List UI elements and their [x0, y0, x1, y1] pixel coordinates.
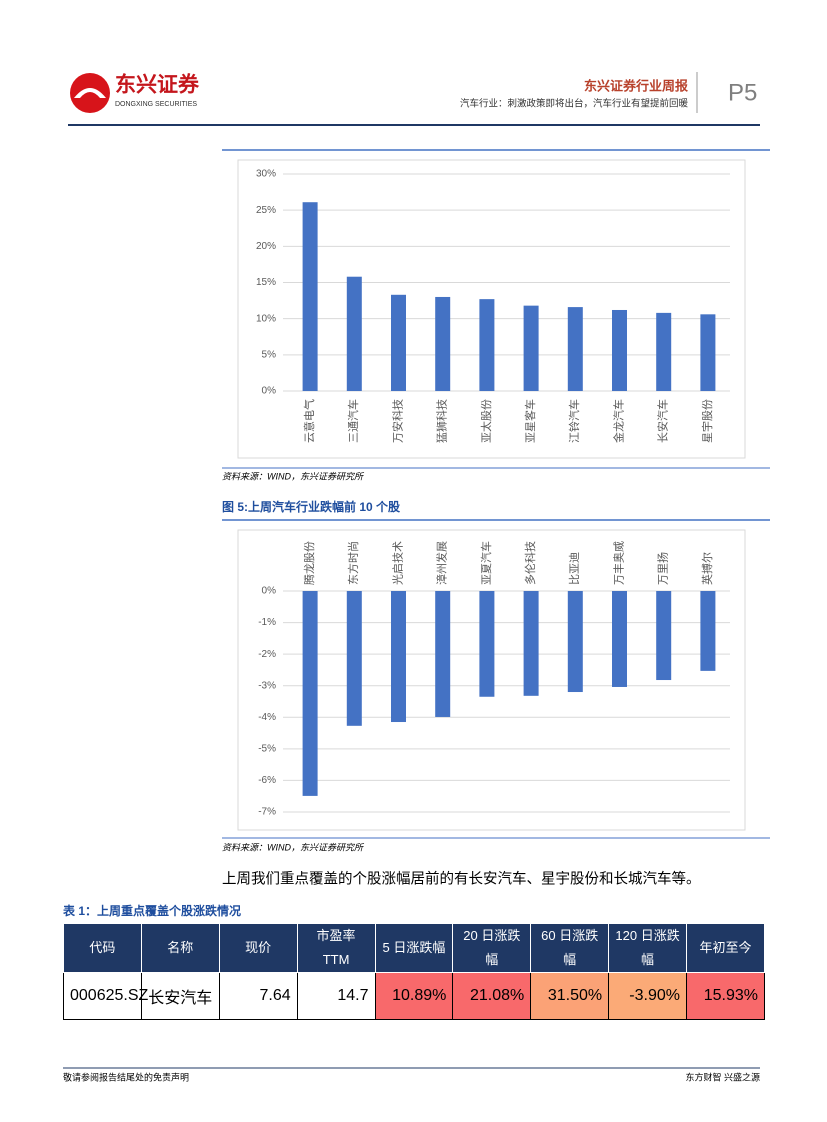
table-cell: -3.90%	[608, 972, 687, 1020]
bar	[656, 312, 672, 391]
column-header: 年初至今	[686, 923, 765, 973]
x-tick-label: 万安科技	[390, 399, 404, 443]
x-tick-label: 英搏尔	[700, 552, 714, 585]
x-tick-label: 金龙汽车	[611, 399, 625, 443]
bar	[567, 591, 583, 693]
x-tick-label: 猛狮科技	[435, 399, 449, 443]
bar	[523, 591, 539, 696]
report-subtitle: 汽车行业：刺激政策即将出台，汽车行业有望提前回暖	[460, 98, 689, 110]
table-cell: 21.08%	[452, 972, 532, 1020]
x-tick-label: 亚太股份	[480, 399, 493, 443]
x-tick-label: 三通汽车	[346, 399, 360, 443]
column-header: 120 日涨跌幅	[608, 923, 687, 973]
bar	[612, 309, 627, 391]
y-tick-label: 15%	[256, 277, 276, 288]
bar	[523, 305, 539, 391]
y-tick-label: 20%	[256, 241, 276, 252]
x-tick-label: 东方时尚	[346, 541, 360, 585]
table-header: 代码 名称 现价 市盈率 TTM 5 日涨跌幅 20 日涨跌幅 60 日涨跌幅 120 日涨跌…	[63, 923, 765, 973]
table-cell: 7.64	[218, 972, 298, 1020]
page-number: P5	[728, 79, 757, 106]
table-cell: 10.89%	[374, 972, 454, 1020]
y-tick-label: -6%	[258, 775, 276, 786]
x-tick-label: 万里扬	[656, 552, 670, 585]
logo	[70, 73, 110, 113]
y-tick-label: 25%	[256, 205, 276, 216]
company-name: 东兴证券	[115, 73, 200, 97]
y-tick-label: -1%	[258, 617, 276, 628]
y-tick-label: -2%	[258, 649, 276, 660]
company-name-en: DONGXING SECURITIES	[115, 101, 197, 108]
x-tick-label: 万丰奥威	[611, 541, 625, 585]
bar	[302, 591, 318, 796]
y-tick-label: 10%	[256, 313, 276, 324]
y-tick-label: 0%	[262, 586, 277, 597]
column-header: 代码	[63, 923, 142, 973]
column-header: 现价	[218, 923, 298, 973]
column-header: 5 日涨跌幅	[374, 923, 454, 973]
column-header: 市盈率 TTM	[296, 923, 376, 973]
bar	[479, 299, 495, 391]
table-title: 表 1：上周重点覆盖个股涨跌情况	[62, 903, 241, 918]
chart-source: 资料来源：WIND，东兴证券研究所	[222, 842, 365, 852]
bar	[479, 591, 495, 697]
report-name: 东兴证券行业周报	[584, 78, 689, 93]
table-cell: 14.7	[296, 972, 376, 1020]
logo-mark	[74, 88, 106, 98]
x-tick-label: 江铃汽车	[567, 399, 581, 443]
x-tick-label: 云意电气	[302, 399, 316, 443]
y-tick-label: -3%	[258, 680, 276, 691]
chart-frame	[237, 529, 746, 831]
table: 代码 名称 现价 市盈率 TTM 5 日涨跌幅 20 日涨跌幅 60 日涨跌幅 120 日涨跌…	[63, 923, 765, 1020]
footer-motto: 东方财智 兴盛之源	[685, 1071, 760, 1082]
bar	[302, 202, 318, 391]
bar	[656, 591, 672, 681]
x-tick-label: 漳州发展	[435, 541, 449, 585]
bar	[700, 591, 716, 671]
table-cell: 15.93%	[686, 972, 765, 1020]
column-header: 20 日涨跌幅	[452, 923, 532, 973]
bar	[391, 591, 406, 723]
y-tick-label: -4%	[258, 712, 276, 723]
bar	[391, 294, 406, 391]
bar	[700, 314, 716, 391]
x-tick-label: 亚星客车	[523, 399, 537, 443]
y-tick-label: -7%	[258, 807, 276, 818]
column-header: 60 日涨跌幅	[530, 923, 610, 973]
x-tick-label: 长安汽车	[656, 399, 670, 443]
paragraph: 上周我们重点覆盖的个股涨幅居前的有长安汽车、星宇股份和长城汽车等。	[222, 869, 701, 887]
figure-title: 图 5:上周汽车行业跌幅前 10 个股	[222, 499, 401, 514]
x-tick-label: 亚夏汽车	[479, 541, 493, 585]
table-cell: 长安汽车	[140, 972, 220, 1020]
x-tick-label: 星宇股份	[701, 399, 714, 443]
chart-source: 资料来源：WIND，东兴证券研究所	[222, 471, 365, 481]
bar	[435, 591, 451, 717]
y-tick-label: 0%	[262, 386, 277, 397]
table-cell: 000625.SZ	[63, 972, 148, 1020]
bar	[346, 276, 362, 391]
x-tick-label: 多伦科技	[523, 541, 537, 585]
column-header: 名称	[140, 923, 220, 973]
x-tick-label: 腾龙股份	[302, 541, 316, 585]
y-tick-label: -5%	[258, 743, 276, 754]
bar	[567, 307, 583, 391]
table-body: 000625.SZ 长安汽车 7.64 14.7 10.89% 21.08% 31.50% -…	[63, 972, 765, 1020]
x-tick-label: 比亚迪	[568, 552, 581, 585]
bar	[435, 296, 451, 391]
table-row: 000625.SZ 长安汽车 7.64 14.7 10.89% 21.08% 31.50% -…	[63, 972, 765, 1020]
x-tick-label: 光启技术	[390, 541, 404, 585]
table-cell: 31.50%	[530, 972, 610, 1020]
footer-disclaimer: 敬请参阅报告结尾处的免责声明	[63, 1071, 189, 1082]
bar	[346, 591, 362, 726]
y-tick-label: 30%	[256, 169, 276, 180]
chart-frame	[237, 159, 746, 459]
bar	[612, 591, 627, 687]
y-tick-label: 5%	[262, 349, 277, 360]
